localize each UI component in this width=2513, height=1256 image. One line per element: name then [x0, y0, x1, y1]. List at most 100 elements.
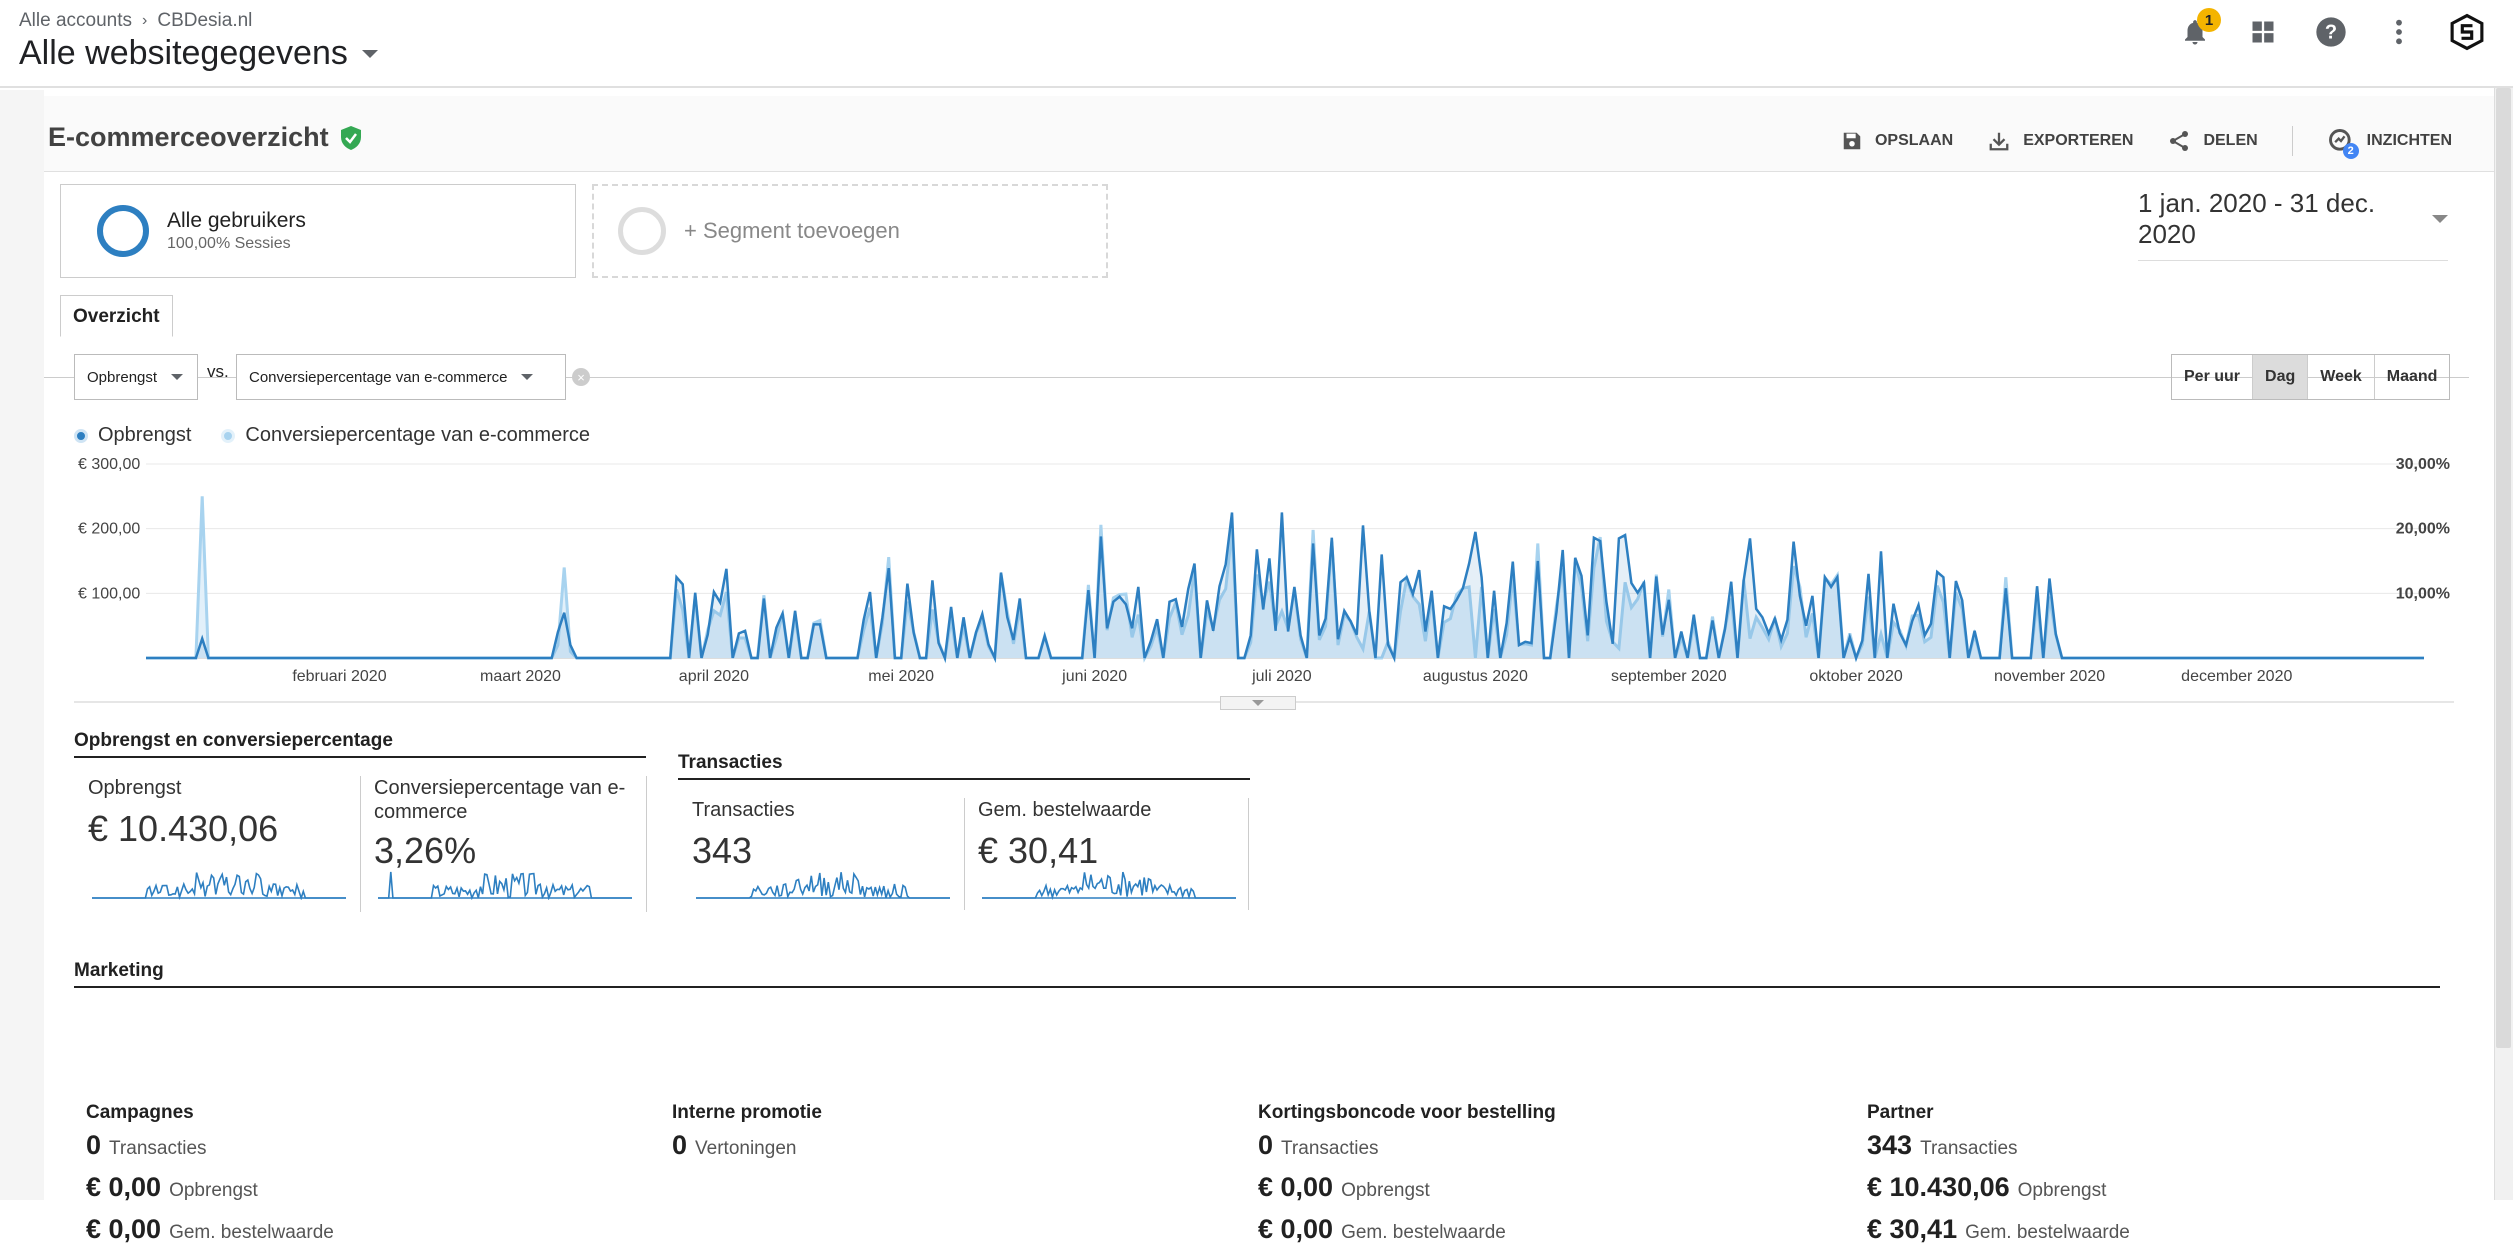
sparkline-path: [92, 871, 346, 900]
notification-button[interactable]: 1: [2177, 8, 2221, 50]
grain-maand[interactable]: Maand: [2386, 368, 2438, 385]
chevron-right-icon: ›: [142, 12, 148, 29]
save-label: OPSLAAN: [1874, 132, 1954, 149]
verified-shield-icon: [340, 125, 361, 150]
insights-label: INZICHTEN: [2366, 132, 2452, 149]
top-bar: Alle accounts › CBDesia.nl Alle websiteg…: [0, 0, 2513, 88]
y-left-tick-label: € 300,00: [78, 456, 140, 473]
kpi-transactions[interactable]: Transacties 343: [692, 798, 976, 934]
download-icon: [1989, 132, 2009, 151]
caret-down-icon: [521, 374, 534, 380]
metric2-dropdown[interactable]: Conversiepercentage van e-commerce: [236, 354, 566, 400]
marketing-value: 343: [1867, 1130, 1913, 1160]
legend-item-revenue[interactable]: Opbrengst: [74, 424, 191, 447]
share-button[interactable]: DELEN: [2167, 129, 2258, 153]
breadcrumb-root[interactable]: Alle accounts: [19, 10, 133, 31]
x-tick-label: september 2020: [1611, 668, 1727, 685]
more-button[interactable]: [2381, 14, 2417, 50]
marketing-value: € 10.430,06: [1867, 1172, 2010, 1202]
y-right-tick-label: 10,00%: [2396, 585, 2450, 602]
marketing-row: € 10.430,06 Opbrengst: [1867, 1172, 2130, 1214]
kpi-avg-order-value[interactable]: Gem. bestelwaarde € 30,41: [978, 798, 1262, 934]
chart-collapse-handle[interactable]: [1220, 696, 1296, 710]
metric1-dropdown[interactable]: Opbrengst: [74, 354, 198, 400]
grain-dag[interactable]: Dag: [2253, 355, 2309, 399]
share-icon: [2170, 131, 2189, 151]
marketing-row: 343 Transacties: [1867, 1130, 2130, 1172]
y-right-tick-label: 30,00%: [2396, 456, 2450, 473]
y-left-tick-label: € 100,00: [78, 585, 140, 602]
segment-all-users[interactable]: Alle gebruikers 100,00% Sessies: [60, 184, 576, 278]
x-tick-label: april 2020: [679, 668, 749, 685]
kpi-divider: [360, 776, 361, 912]
breadcrumb: Alle accounts › CBDesia.nl: [19, 10, 252, 32]
kpi-sparkline: [696, 871, 950, 900]
section-transactions: Transacties: [678, 752, 1250, 780]
kpi-label: Gem. bestelwaarde: [978, 799, 1152, 821]
marketing-value: € 0,00: [1258, 1214, 1334, 1244]
save-button[interactable]: OPSLAAN: [1841, 130, 1953, 152]
marketing-row: € 30,41 Gem. bestelwaarde: [1867, 1214, 2130, 1256]
marketing-kortingsboncode: Kortingsboncode voor bestelling 0 Transac…: [1258, 1102, 1556, 1256]
marketing-row: 0 Transacties: [1258, 1130, 1556, 1172]
add-segment-button[interactable]: + Segment toevoegen: [592, 184, 1108, 278]
marketing-row: € 0,00 Opbrengst: [1258, 1172, 1556, 1214]
kpi-revenue[interactable]: Opbrengst € 10.430,06: [88, 776, 372, 912]
legend-label-revenue: Opbrengst: [98, 424, 192, 446]
kpi-value: € 30,41: [978, 830, 1099, 871]
help-button[interactable]: ?: [2313, 14, 2349, 50]
series-revenue-line: [146, 512, 2424, 663]
grain-week[interactable]: Week: [2308, 355, 2375, 399]
y-left-tick-label: € 200,00: [78, 521, 140, 538]
actions-divider: [2291, 126, 2293, 156]
marketing-col-title: Interne promotie: [672, 1102, 822, 1123]
vs-label: vs.: [207, 362, 229, 381]
kpi-value: 3,26%: [374, 830, 477, 871]
marketing-row: € 0,00 Gem. bestelwaarde: [1258, 1214, 1556, 1256]
metric1-label: Opbrengst: [87, 368, 158, 386]
marketing-value: € 0,00: [86, 1214, 162, 1244]
export-button[interactable]: EXPORTEREN: [1987, 130, 2133, 152]
marketing-col-title: Campagnes: [86, 1102, 194, 1123]
y-right-tick-label: 20,00%: [2396, 521, 2450, 538]
marketing-campagnes: Campagnes 0 Transacties € 0,00 Opbrengst €…: [86, 1102, 334, 1256]
line-chart: € 300,00 € 200,00 € 100,00 30,00% 20,00% 10,0…: [74, 456, 2454, 703]
breadcrumb-account[interactable]: CBDesia.nl: [157, 10, 253, 31]
remove-metric-icon[interactable]: ×: [572, 368, 590, 386]
view-title: Alle websitegegevens: [19, 34, 348, 72]
kpi-label: Opbrengst: [88, 777, 182, 799]
brand-logo-icon: [2450, 13, 2484, 51]
section-marketing: Marketing: [74, 960, 2440, 988]
kpi-conversion[interactable]: Conversiepercentage van e-commerce 3,26%: [374, 776, 658, 912]
x-tick-label: november 2020: [1994, 668, 2105, 685]
view-selector[interactable]: Alle websitegegevens: [19, 34, 378, 73]
marketing-row: € 0,00 Opbrengst: [86, 1172, 334, 1214]
segment-detail: 100,00% Sessies: [167, 235, 291, 252]
apps-button[interactable]: [2245, 14, 2281, 50]
tab-overview[interactable]: Overzicht: [60, 295, 173, 337]
marketing-row: 0 Transacties: [86, 1130, 334, 1172]
insights-badge: 2: [2342, 143, 2359, 159]
chart-area[interactable]: € 300,00 € 200,00 € 100,00 30,00% 20,00% 10,0…: [74, 450, 2454, 706]
notification-badge: 1: [2197, 8, 2221, 32]
marketing-label: Transacties: [109, 1138, 207, 1159]
caret-down-icon: [361, 49, 378, 58]
marketing-value: € 30,41: [1867, 1214, 1958, 1244]
caret-down-icon: [1252, 700, 1264, 706]
date-range-picker[interactable]: 1 jan. 2020 - 31 dec. 2020: [2138, 188, 2448, 261]
account-avatar[interactable]: [2449, 13, 2485, 51]
marketing-col-title: Kortingsboncode voor bestelling: [1258, 1102, 1556, 1123]
insights-button[interactable]: 2 INZICHTEN: [2327, 127, 2452, 159]
marketing-row: 0 Vertoningen: [672, 1130, 822, 1172]
insights-icon: 2: [2327, 127, 2359, 159]
marketing-col-title: Partner: [1867, 1102, 1934, 1123]
marketing-value: 0: [1258, 1130, 1274, 1160]
series-conversion-area: [146, 496, 2424, 658]
grain-per-uur[interactable]: Per uur: [2172, 355, 2254, 399]
legend-item-conversion[interactable]: Conversiepercentage van e-commerce: [221, 424, 590, 447]
help-icon: ?: [2316, 17, 2346, 47]
scrollbar-thumb[interactable]: [2496, 88, 2511, 1048]
legend-label-conversion: Conversiepercentage van e-commerce: [245, 424, 590, 446]
report-title: E-commerceoverzicht: [48, 122, 329, 152]
sparkline-path: [696, 871, 950, 900]
